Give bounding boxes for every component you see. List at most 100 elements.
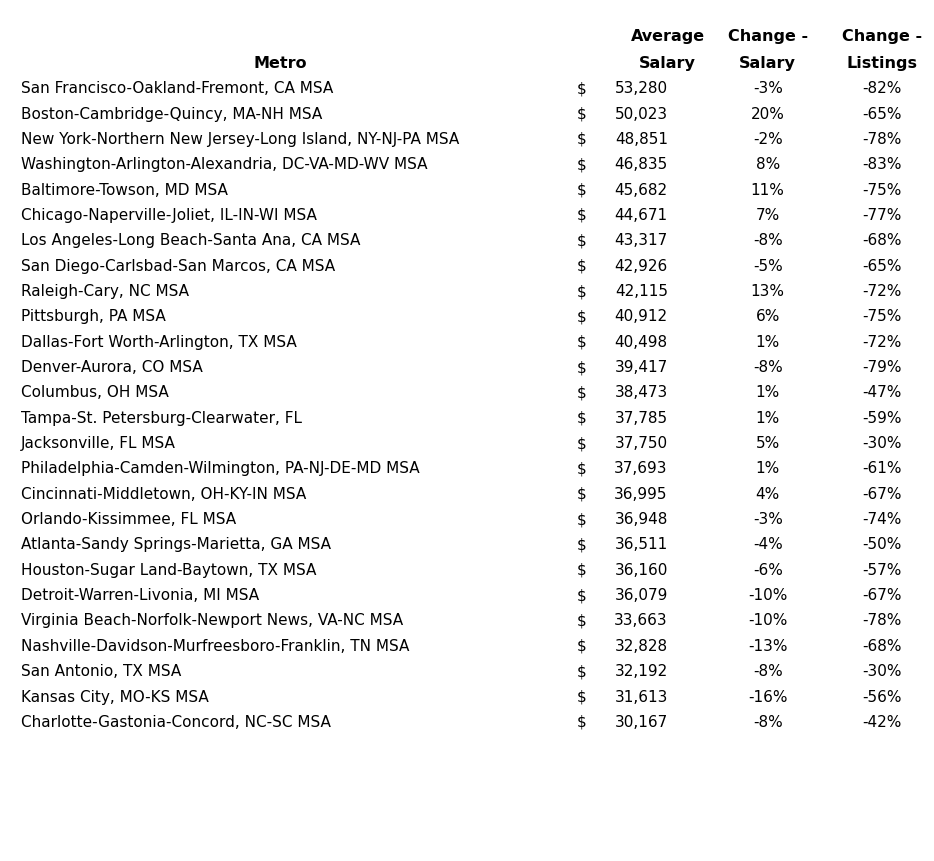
Text: 48,851: 48,851	[615, 132, 668, 147]
Text: -13%: -13%	[748, 638, 787, 653]
Text: 4%: 4%	[756, 486, 780, 501]
Text: -16%: -16%	[748, 689, 787, 703]
Text: Listings: Listings	[846, 56, 917, 71]
Text: $: $	[577, 587, 587, 603]
Text: 33,663: 33,663	[615, 613, 668, 628]
Text: Cincinnati-Middletown, OH-KY-IN MSA: Cincinnati-Middletown, OH-KY-IN MSA	[21, 486, 305, 501]
Text: $: $	[577, 334, 587, 350]
Text: 20%: 20%	[751, 107, 785, 121]
Text: $: $	[577, 461, 587, 476]
Text: -65%: -65%	[862, 258, 901, 274]
Text: 13%: 13%	[751, 283, 785, 299]
Text: -78%: -78%	[862, 613, 901, 628]
Text: 42,115: 42,115	[615, 283, 668, 299]
Text: 46,835: 46,835	[615, 157, 668, 172]
Text: -8%: -8%	[753, 663, 783, 678]
Text: San Antonio, TX MSA: San Antonio, TX MSA	[21, 663, 181, 678]
Text: -72%: -72%	[862, 283, 901, 299]
Text: 36,079: 36,079	[615, 587, 668, 603]
Text: Kansas City, MO-KS MSA: Kansas City, MO-KS MSA	[21, 689, 208, 703]
Text: $: $	[577, 107, 587, 121]
Text: $: $	[577, 183, 587, 197]
Text: $: $	[577, 562, 587, 577]
Text: 5%: 5%	[756, 436, 780, 450]
Text: $: $	[577, 208, 587, 223]
Text: 37,693: 37,693	[615, 461, 668, 476]
Text: 44,671: 44,671	[615, 208, 668, 223]
Text: -78%: -78%	[862, 132, 901, 147]
Text: Change -: Change -	[728, 28, 808, 44]
Text: Columbus, OH MSA: Columbus, OH MSA	[21, 385, 168, 400]
Text: 1%: 1%	[756, 461, 780, 476]
Text: -83%: -83%	[862, 157, 901, 172]
Text: Baltimore-Towson, MD MSA: Baltimore-Towson, MD MSA	[21, 183, 227, 197]
Text: Los Angeles-Long Beach-Santa Ana, CA MSA: Los Angeles-Long Beach-Santa Ana, CA MSA	[21, 233, 360, 248]
Text: -50%: -50%	[862, 536, 901, 552]
Text: Virginia Beach-Norfolk-Newport News, VA-NC MSA: Virginia Beach-Norfolk-Newport News, VA-…	[21, 613, 403, 628]
Text: Houston-Sugar Land-Baytown, TX MSA: Houston-Sugar Land-Baytown, TX MSA	[21, 562, 316, 577]
Text: -68%: -68%	[862, 233, 901, 248]
Text: Chicago-Naperville-Joliet, IL-IN-WI MSA: Chicago-Naperville-Joliet, IL-IN-WI MSA	[21, 208, 317, 223]
Text: 1%: 1%	[756, 385, 780, 400]
Text: -8%: -8%	[753, 714, 783, 729]
Text: Nashville-Davidson-Murfreesboro-Franklin, TN MSA: Nashville-Davidson-Murfreesboro-Franklin…	[21, 638, 409, 653]
Text: $: $	[577, 309, 587, 324]
Text: -2%: -2%	[753, 132, 783, 147]
Text: -3%: -3%	[753, 81, 783, 96]
Text: Boston-Cambridge-Quincy, MA-NH MSA: Boston-Cambridge-Quincy, MA-NH MSA	[21, 107, 322, 121]
Text: $: $	[577, 486, 587, 501]
Text: Denver-Aurora, CO MSA: Denver-Aurora, CO MSA	[21, 360, 203, 375]
Text: -68%: -68%	[862, 638, 901, 653]
Text: $: $	[577, 714, 587, 729]
Text: -65%: -65%	[862, 107, 901, 121]
Text: 40,912: 40,912	[615, 309, 668, 324]
Text: 36,511: 36,511	[615, 536, 668, 552]
Text: $: $	[577, 638, 587, 653]
Text: Atlanta-Sandy Springs-Marietta, GA MSA: Atlanta-Sandy Springs-Marietta, GA MSA	[21, 536, 331, 552]
Text: 7%: 7%	[756, 208, 780, 223]
Text: 50,023: 50,023	[615, 107, 668, 121]
Text: 36,160: 36,160	[615, 562, 668, 577]
Text: 40,498: 40,498	[615, 334, 668, 350]
Text: Raleigh-Cary, NC MSA: Raleigh-Cary, NC MSA	[21, 283, 189, 299]
Text: -10%: -10%	[748, 613, 787, 628]
Text: $: $	[577, 157, 587, 172]
Text: Pittsburgh, PA MSA: Pittsburgh, PA MSA	[21, 309, 165, 324]
Text: Salary: Salary	[740, 56, 796, 71]
Text: -57%: -57%	[862, 562, 901, 577]
Text: Detroit-Warren-Livonia, MI MSA: Detroit-Warren-Livonia, MI MSA	[21, 587, 259, 603]
Text: Metro: Metro	[253, 56, 307, 71]
Text: San Francisco-Oakland-Fremont, CA MSA: San Francisco-Oakland-Fremont, CA MSA	[21, 81, 333, 96]
Text: New York-Northern New Jersey-Long Island, NY-NJ-PA MSA: New York-Northern New Jersey-Long Island…	[21, 132, 459, 147]
Text: -5%: -5%	[753, 258, 783, 274]
Text: -82%: -82%	[862, 81, 901, 96]
Text: $: $	[577, 283, 587, 299]
Text: $: $	[577, 81, 587, 96]
Text: 39,417: 39,417	[615, 360, 668, 375]
Text: -42%: -42%	[862, 714, 901, 729]
Text: 36,995: 36,995	[615, 486, 668, 501]
Text: 11%: 11%	[751, 183, 785, 197]
Text: $: $	[577, 258, 587, 274]
Text: -56%: -56%	[862, 689, 901, 703]
Text: -77%: -77%	[862, 208, 901, 223]
Text: -30%: -30%	[862, 436, 901, 450]
Text: 30,167: 30,167	[615, 714, 668, 729]
Text: -61%: -61%	[862, 461, 901, 476]
Text: -74%: -74%	[862, 511, 901, 527]
Text: 38,473: 38,473	[615, 385, 668, 400]
Text: San Diego-Carlsbad-San Marcos, CA MSA: San Diego-Carlsbad-San Marcos, CA MSA	[21, 258, 334, 274]
Text: $: $	[577, 536, 587, 552]
Text: 43,317: 43,317	[615, 233, 668, 248]
Text: Change -: Change -	[842, 28, 922, 44]
Text: 45,682: 45,682	[615, 183, 668, 197]
Text: -79%: -79%	[862, 360, 901, 375]
Text: $: $	[577, 233, 587, 248]
Text: 42,926: 42,926	[615, 258, 668, 274]
Text: $: $	[577, 613, 587, 628]
Text: -10%: -10%	[748, 587, 787, 603]
Text: -72%: -72%	[862, 334, 901, 350]
Text: $: $	[577, 385, 587, 400]
Text: $: $	[577, 360, 587, 375]
Text: $: $	[577, 663, 587, 678]
